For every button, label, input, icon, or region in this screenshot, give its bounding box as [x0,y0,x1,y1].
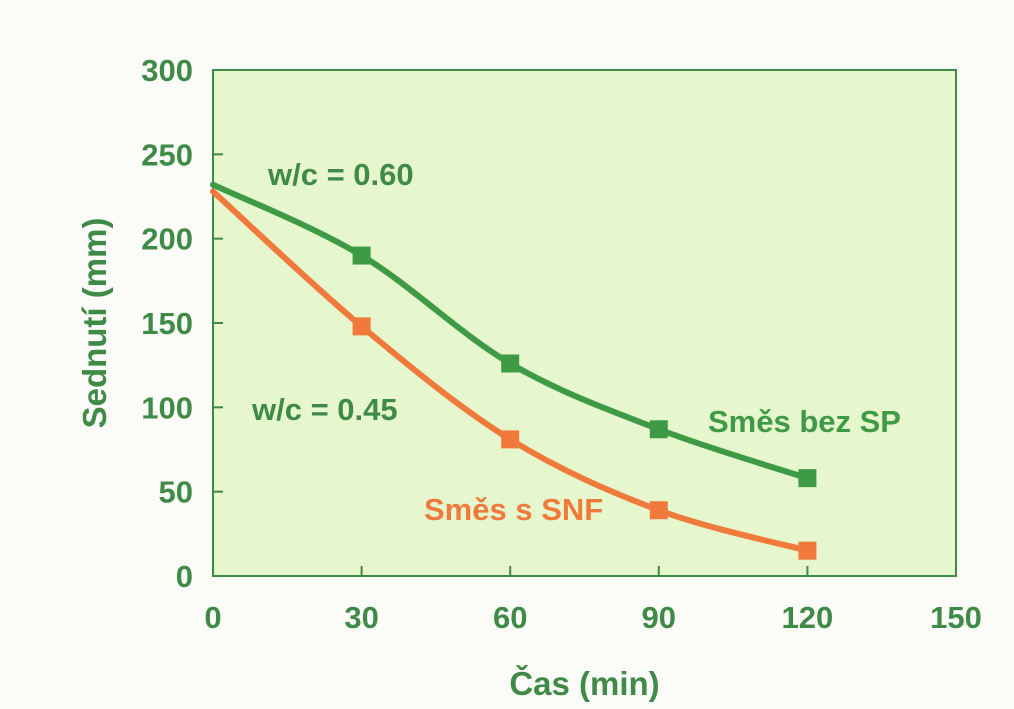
series-layer [210,181,817,560]
y-tick-label: 0 [176,559,193,594]
series-label-smes-s-snf: Směs s SNF [424,492,603,527]
series-label-smes-bez-sp: Směs bez SP [708,404,901,439]
data-point-smes-s-snf [798,541,817,560]
x-tick-label: 60 [493,600,527,635]
x-axis-ticks: 0 30 60 90 120 150 [204,566,982,635]
data-point-smes-bez-sp [798,469,817,488]
x-tick-label: 150 [930,600,982,635]
x-tick-label: 120 [782,600,834,635]
data-point-smes-s-snf [501,430,520,449]
y-tick-label: 300 [141,53,193,88]
annotation-wc-060: w/c = 0.60 [267,157,414,192]
data-point-smes-s-snf [649,501,668,520]
y-tick-label: 100 [141,390,193,425]
annotation-wc-045: w/c = 0.45 [251,392,398,427]
x-tick-label: 0 [204,600,221,635]
data-point-smes-s-snf [352,317,371,336]
x-axis-label: Čas (min) [509,664,659,702]
y-tick-label: 50 [159,475,193,510]
data-point-smes-bez-sp [501,354,520,373]
x-tick-label: 30 [344,600,378,635]
plot-area [212,69,957,577]
y-tick-label: 250 [141,137,193,172]
y-tick-label: 150 [141,306,193,341]
y-tick-label: 200 [141,222,193,257]
y-axis-label: Sednutí (mm) [76,218,113,429]
x-tick-label: 90 [642,600,676,635]
data-point-smes-bez-sp [352,246,371,265]
y-axis-ticks: 0 50 100 150 200 250 300 [141,53,223,594]
data-point-smes-bez-sp [649,420,668,439]
